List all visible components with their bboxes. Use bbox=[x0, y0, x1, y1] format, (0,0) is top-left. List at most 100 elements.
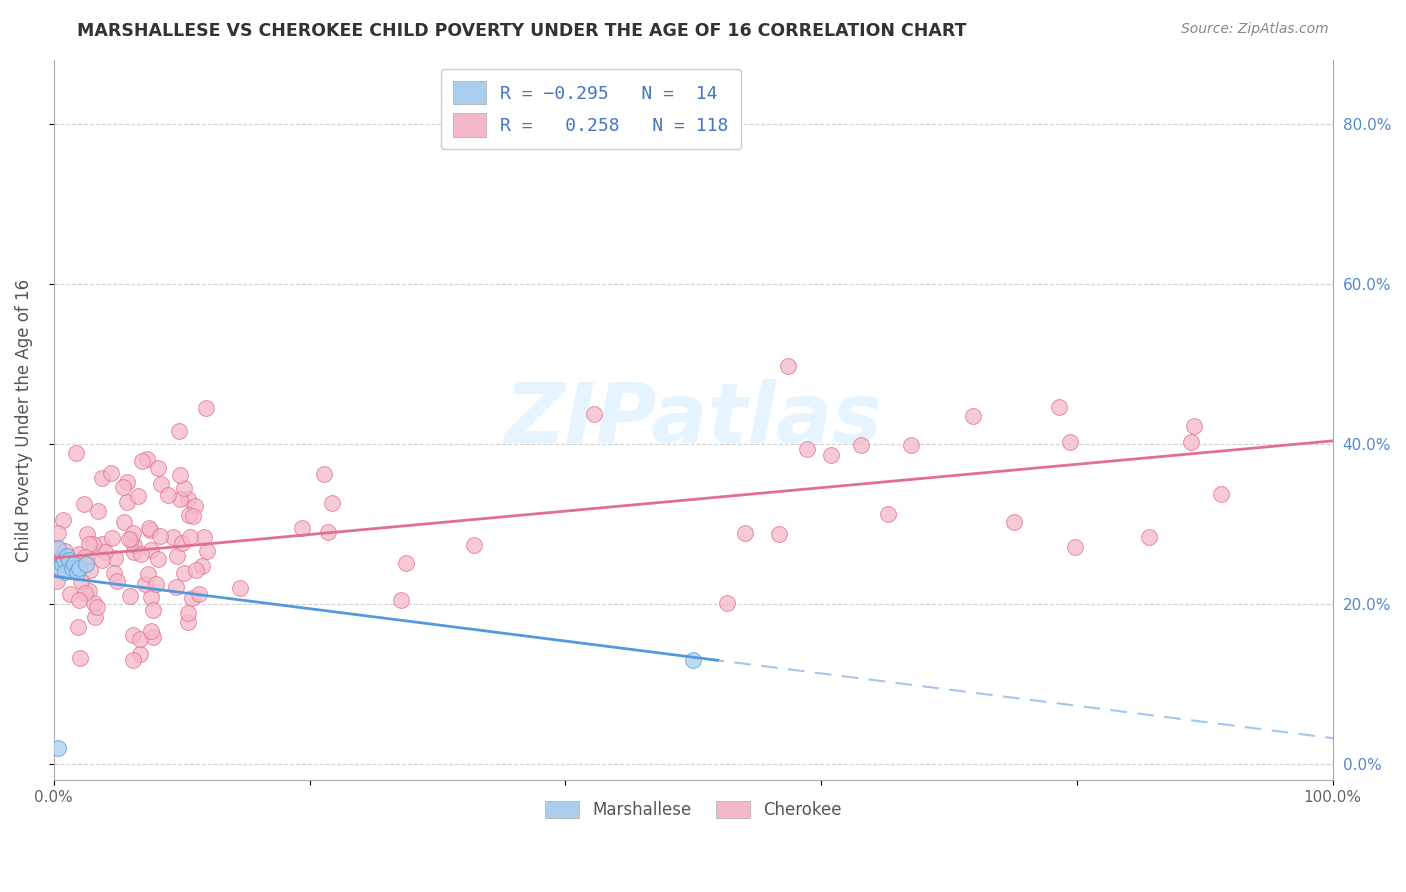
Point bbox=[962, 409, 984, 423]
Point bbox=[142, 603, 165, 617]
Point bbox=[184, 499, 207, 513]
Point bbox=[77, 537, 100, 551]
Point bbox=[768, 527, 790, 541]
Point bbox=[583, 407, 606, 421]
Point bbox=[60, 561, 83, 575]
Point bbox=[177, 615, 200, 629]
Point bbox=[181, 509, 204, 524]
Point bbox=[180, 591, 202, 605]
Point bbox=[1063, 540, 1085, 554]
Point bbox=[67, 561, 90, 575]
Point bbox=[193, 530, 215, 544]
Point bbox=[139, 523, 162, 537]
Point bbox=[179, 508, 201, 522]
Point bbox=[52, 512, 75, 526]
Point bbox=[876, 507, 898, 521]
Point bbox=[179, 530, 201, 544]
Point bbox=[134, 577, 156, 591]
Point bbox=[131, 454, 153, 468]
Point bbox=[716, 596, 738, 610]
Point bbox=[111, 480, 134, 494]
Point bbox=[121, 628, 143, 642]
Point bbox=[145, 576, 167, 591]
Point bbox=[104, 550, 127, 565]
Point bbox=[796, 442, 818, 456]
Point bbox=[148, 460, 170, 475]
Point bbox=[900, 438, 922, 452]
Point bbox=[389, 593, 412, 607]
Point bbox=[1002, 515, 1025, 529]
Point bbox=[75, 549, 97, 564]
Point bbox=[77, 584, 100, 599]
Point bbox=[53, 565, 76, 579]
Point bbox=[849, 437, 872, 451]
Point bbox=[191, 558, 214, 573]
Point bbox=[129, 547, 152, 561]
Point bbox=[90, 553, 112, 567]
Point bbox=[194, 401, 217, 415]
Point bbox=[316, 524, 339, 539]
Point bbox=[142, 630, 165, 644]
Point bbox=[682, 653, 704, 667]
Point bbox=[46, 741, 69, 756]
Point bbox=[115, 475, 138, 490]
Point bbox=[63, 557, 86, 571]
Point bbox=[46, 574, 69, 588]
Point bbox=[1047, 400, 1070, 414]
Point bbox=[734, 525, 756, 540]
Point bbox=[87, 504, 110, 518]
Text: MARSHALLESE VS CHEROKEE CHILD POVERTY UNDER THE AGE OF 16 CORRELATION CHART: MARSHALLESE VS CHEROKEE CHILD POVERTY UN… bbox=[77, 22, 967, 40]
Point bbox=[395, 556, 418, 570]
Point bbox=[122, 545, 145, 559]
Point bbox=[115, 495, 138, 509]
Point bbox=[1209, 487, 1232, 501]
Point bbox=[101, 531, 124, 545]
Point bbox=[149, 528, 172, 542]
Point bbox=[122, 653, 145, 667]
Point bbox=[49, 561, 72, 575]
Point bbox=[136, 567, 159, 582]
Point bbox=[55, 549, 77, 563]
Point bbox=[75, 557, 97, 571]
Point bbox=[76, 527, 98, 541]
Point bbox=[157, 488, 180, 502]
Point bbox=[169, 467, 191, 482]
Point bbox=[118, 532, 141, 546]
Point bbox=[67, 620, 90, 634]
Point bbox=[75, 586, 97, 600]
Point bbox=[66, 565, 89, 579]
Point bbox=[79, 562, 101, 576]
Point bbox=[177, 491, 200, 506]
Point bbox=[91, 537, 114, 551]
Point bbox=[1182, 419, 1205, 434]
Point bbox=[120, 532, 142, 546]
Point bbox=[169, 491, 191, 506]
Point bbox=[166, 549, 188, 563]
Point bbox=[53, 553, 76, 567]
Point bbox=[186, 563, 208, 577]
Point bbox=[165, 580, 187, 594]
Point bbox=[149, 476, 172, 491]
Point bbox=[463, 539, 485, 553]
Point bbox=[100, 466, 122, 480]
Point bbox=[195, 543, 218, 558]
Point bbox=[820, 448, 842, 462]
Point bbox=[173, 482, 195, 496]
Point bbox=[103, 566, 125, 580]
Point bbox=[112, 515, 135, 529]
Point bbox=[83, 596, 105, 610]
Point bbox=[312, 467, 335, 481]
Point bbox=[167, 424, 190, 438]
Point bbox=[83, 609, 105, 624]
Point bbox=[291, 521, 314, 535]
Point bbox=[94, 545, 117, 559]
Point bbox=[122, 526, 145, 541]
Point bbox=[82, 537, 104, 551]
Point bbox=[51, 557, 73, 571]
Text: Source: ZipAtlas.com: Source: ZipAtlas.com bbox=[1181, 22, 1329, 37]
Point bbox=[141, 624, 163, 638]
Point bbox=[1137, 530, 1160, 544]
Point bbox=[67, 547, 90, 561]
Point bbox=[139, 543, 162, 558]
Point bbox=[138, 521, 160, 535]
